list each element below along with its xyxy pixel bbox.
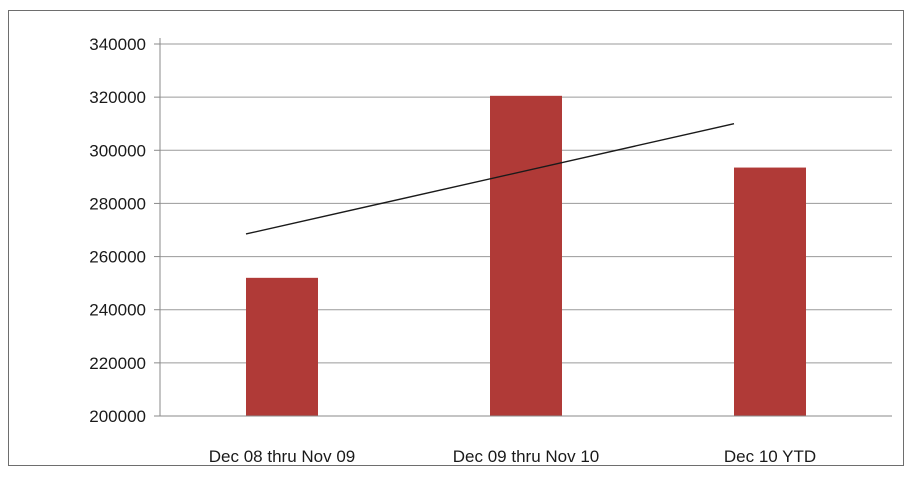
bar xyxy=(734,167,806,416)
bar xyxy=(246,277,318,416)
y-tick-label: 240000 xyxy=(89,301,146,320)
y-tick-label: 280000 xyxy=(89,194,146,213)
x-tick-label: Dec 10 YTD xyxy=(724,447,816,466)
y-axis xyxy=(154,38,161,417)
trendline xyxy=(245,123,735,235)
y-tick-label: 300000 xyxy=(89,141,146,160)
y-tick-label: 260000 xyxy=(89,248,146,267)
x-tick-labels: Dec 08 thru Nov 09 Dec 09 thru Nov 10 Dec … xyxy=(209,447,816,466)
y-tick-label: 200000 xyxy=(89,407,146,426)
y-tick-label: 220000 xyxy=(89,354,146,373)
x-tick-label: Dec 09 thru Nov 10 xyxy=(453,447,599,466)
x-tick-label: Dec 08 thru Nov 09 xyxy=(209,447,355,466)
y-tick-labels: 200000 220000 240000 260000 280000 300000 3200… xyxy=(89,35,146,426)
y-tick-label: 340000 xyxy=(89,35,146,54)
trendline-group xyxy=(245,123,735,235)
y-tick-label: 320000 xyxy=(89,88,146,107)
bar xyxy=(490,95,562,417)
bars xyxy=(246,95,806,417)
